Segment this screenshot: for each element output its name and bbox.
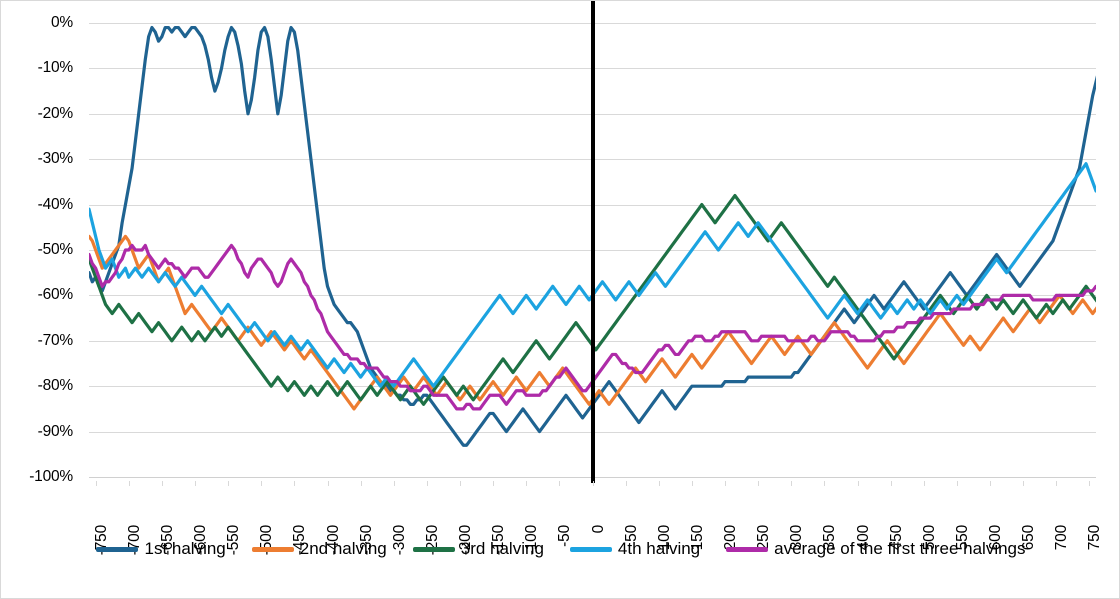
x-tick-mark [426, 481, 428, 486]
y-tick-label: -60% [37, 286, 74, 304]
y-tick-label: -70% [37, 331, 74, 349]
legend-item[interactable]: average of the first three halvings [726, 539, 1026, 559]
x-tick-mark [824, 481, 826, 486]
x-tick-mark [1023, 481, 1025, 486]
legend-swatch-icon [96, 546, 139, 552]
legend-item[interactable]: 2nd halving [251, 539, 387, 559]
x-tick-mark [625, 481, 627, 486]
x-tick-mark [923, 481, 925, 486]
y-tick-label: -90% [37, 422, 74, 440]
halving-event-line [590, 1, 595, 483]
y-tick-label: -80% [37, 377, 74, 395]
x-tick-label: 0 [589, 525, 607, 534]
legend-item[interactable]: 4th halving [569, 539, 701, 559]
series-line-2 [89, 234, 1096, 411]
x-tick-mark [725, 481, 726, 486]
x-tick-mark [460, 481, 461, 486]
x-tick-mark [360, 481, 362, 486]
x-tick-mark [95, 481, 97, 486]
x-tick-mark [559, 481, 561, 486]
x-tick-mark [956, 481, 958, 486]
y-tick-label: -50% [37, 241, 74, 258]
x-tick-mark [128, 481, 130, 486]
legend-label: 4th halving [617, 539, 701, 558]
x-tick-mark [592, 481, 594, 486]
x-axis: -750 -700 -650 -600 -550 -500 -450 -400 -350 -300… [89, 481, 1103, 555]
x-tick-mark [758, 481, 760, 486]
y-tick-label: -10% [37, 59, 74, 77]
x-tick-mark [857, 481, 859, 486]
legend-swatch-icon [412, 546, 455, 552]
x-tick-mark [1089, 481, 1091, 486]
x-tick-mark [1056, 481, 1058, 486]
legend-label: 3rd halving [460, 539, 544, 558]
x-tick-mark [195, 481, 196, 486]
legend-label: average of the first three halvings [774, 539, 1026, 558]
series-line-3 [89, 193, 1096, 406]
x-tick-mark [990, 481, 991, 486]
x-tick-mark [691, 481, 693, 486]
legend-item[interactable]: 3rd halving [412, 539, 544, 559]
legend-swatch-icon [569, 546, 612, 552]
x-tick-mark [526, 481, 528, 486]
legend-swatch-icon [726, 546, 769, 552]
chart-legend: 1st halving 2nd halving 3rd halving 4th hal… [1, 539, 1119, 559]
y-tick-label: 0% [50, 14, 73, 31]
x-tick-mark [327, 481, 329, 486]
x-tick-mark [493, 481, 495, 486]
series-line-5 [89, 243, 1096, 411]
x-tick-mark [228, 481, 230, 486]
x-tick-mark [393, 481, 395, 486]
plot-area [89, 1, 1096, 483]
legend-label: 2nd halving [299, 539, 387, 558]
legend-swatch-icon [251, 546, 294, 552]
x-tick-mark [161, 481, 163, 486]
series-layer [89, 25, 1096, 447]
x-tick-mark [294, 481, 296, 486]
y-tick-label: -100% [29, 468, 73, 485]
x-tick-mark [890, 481, 892, 486]
x-tick-mark [791, 481, 793, 486]
y-tick-label: -30% [37, 150, 74, 168]
legend-label: 1st halving [144, 539, 226, 558]
series-line-4 [89, 162, 1096, 388]
legend-item[interactable]: 1st halving [96, 539, 226, 559]
x-tick-mark [658, 481, 660, 486]
x-tick-mark [261, 481, 263, 486]
y-tick-label: -20% [37, 104, 74, 122]
y-tick-label: -40% [37, 195, 74, 213]
y-axis: 0% -10% -20% -30% -40% -50% -60% -70% -80% -90% -1… [1, 1, 81, 500]
